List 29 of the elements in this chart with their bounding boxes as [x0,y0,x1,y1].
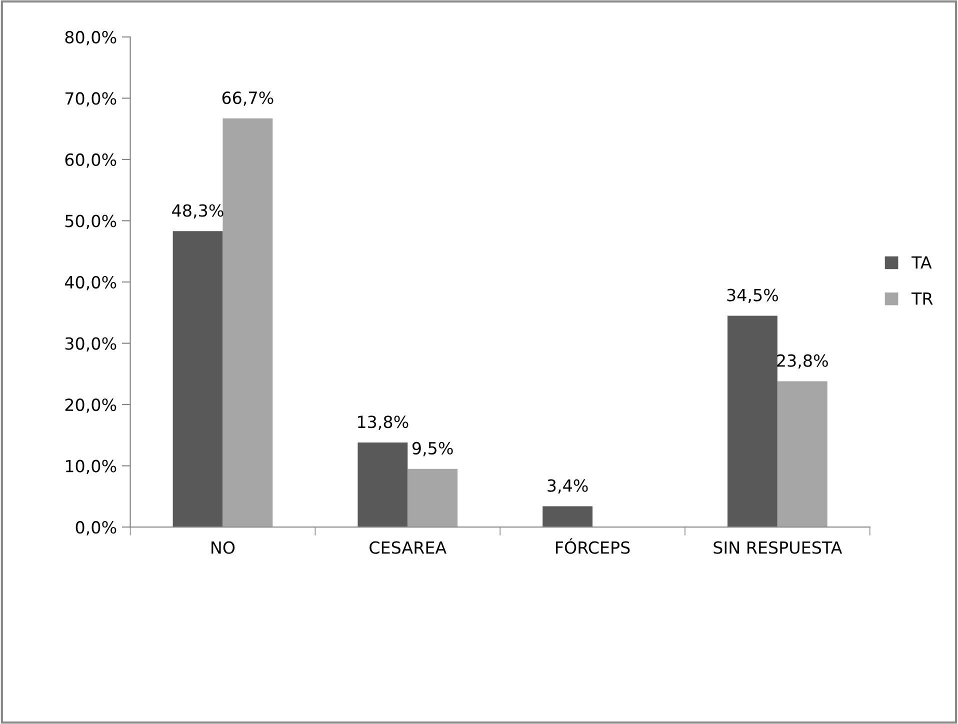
y-tick-label: 60,0% [65,153,116,168]
data-label: 34,5% [727,288,778,304]
data-label: 3,4% [548,479,588,494]
y-tick-label: 0,0% [76,521,116,536]
legend-label: TA [911,256,932,269]
bar [408,468,458,528]
y-tick-label: 30,0% [65,337,116,352]
data-label: 9,5% [412,442,453,456]
legend-label: TR [911,292,933,305]
x-tick-label: FÓRCEPS [556,538,630,554]
y-tick-label: 10,0% [66,460,116,474]
data-label: 66,7% [222,91,274,106]
bar [222,118,273,528]
bar [777,381,828,528]
bar [172,231,223,528]
y-tick-label: 70,0% [66,92,116,106]
x-tick-label: CESAREA [370,541,446,554]
bar [727,316,778,528]
x-tick-label: NO [212,541,235,554]
data-label: 48,3% [172,204,224,219]
x-tick-label: SIN RESPUESTA [714,541,842,554]
data-label: 13,8% [358,416,408,430]
y-tick-label: 40,0% [64,276,116,290]
y-tick-label: 20,0% [65,398,116,413]
y-tick-label: 50,0% [65,214,116,229]
bar [542,506,593,528]
bar [358,442,408,528]
data-label: 23,8% [777,354,828,369]
y-tick-label: 80,0% [65,30,116,46]
